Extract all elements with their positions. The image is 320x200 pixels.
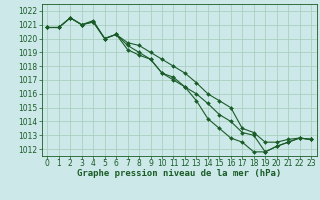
X-axis label: Graphe pression niveau de la mer (hPa): Graphe pression niveau de la mer (hPa) [77, 169, 281, 178]
